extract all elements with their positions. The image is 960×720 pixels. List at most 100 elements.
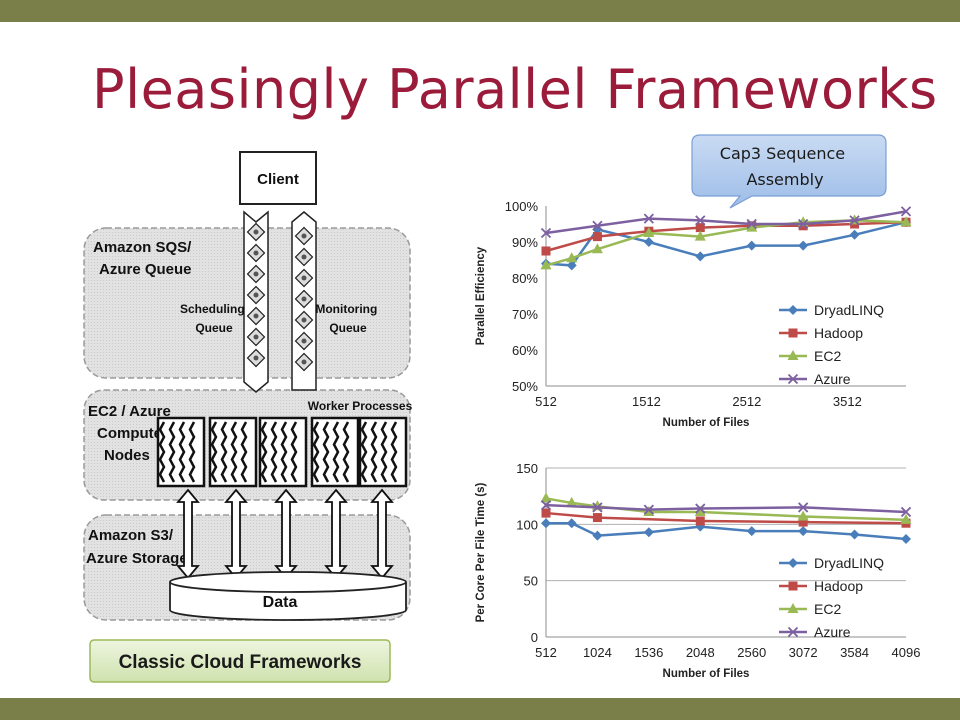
data-point-marker — [566, 496, 578, 507]
legend-label: EC2 — [814, 348, 841, 364]
data-point-marker — [540, 259, 552, 270]
x-tick-label: 512 — [535, 645, 557, 660]
data-point-marker — [798, 218, 809, 230]
legend: DryadLINQ Hadoop EC2 Azure — [779, 555, 884, 640]
y-tick-label: 100% — [505, 199, 539, 214]
data-point-marker — [787, 350, 799, 360]
y-tick-label: 50 — [524, 574, 538, 589]
data-point-marker — [592, 220, 603, 231]
y-tick-label: 150 — [516, 461, 538, 476]
data-point-marker — [787, 373, 799, 385]
y-tick-label: 70% — [512, 307, 538, 322]
worker-node — [208, 416, 258, 488]
chart-per-core-time: 0 50 100 150 512 1024 1536 2048 2560 3072 3584 4096… — [475, 461, 920, 680]
data-point-marker — [643, 527, 654, 538]
queue-message-dot — [253, 313, 259, 319]
data-point-marker — [592, 513, 602, 523]
legend-label: EC2 — [814, 601, 841, 617]
worker-process-wave — [280, 421, 288, 483]
series-azure — [540, 500, 912, 518]
legend-label: Azure — [814, 624, 851, 640]
worker-node — [310, 416, 360, 488]
series-azure — [540, 206, 912, 239]
queue-message-dot — [253, 334, 259, 340]
data-point-marker — [695, 516, 705, 526]
callout: Cap3 Sequence Assembly — [691, 134, 887, 209]
data-point-marker — [541, 518, 551, 529]
data-point-marker — [787, 626, 799, 638]
queue-message-dot — [301, 254, 307, 260]
client-box — [239, 151, 317, 205]
data-point-marker — [798, 517, 808, 527]
data-point-marker — [592, 530, 603, 541]
data-point-marker — [901, 533, 911, 544]
architecture-diagram: Amazon SQS/ Azure Queue EC2 / Azure Comp… — [83, 151, 413, 683]
data-point-marker — [798, 240, 809, 251]
x-tick-label: 2512 — [732, 394, 761, 409]
data-cylinder: Data — [169, 571, 407, 621]
worker-process-wave — [158, 421, 166, 483]
data-point-marker — [788, 305, 798, 315]
x-tick-label: 3512 — [833, 394, 862, 409]
top-band — [0, 0, 960, 22]
monitoring-queue — [291, 211, 317, 391]
compute-region-label: EC2 / Azure Compute Nodes — [88, 403, 175, 464]
queue-message-dot — [301, 338, 307, 344]
data-point-marker — [591, 243, 603, 254]
worker-process-wave — [342, 421, 350, 483]
worker-process-wave — [168, 421, 176, 483]
y-tick-label: 0 — [531, 630, 538, 645]
data-point-marker — [541, 508, 551, 518]
worker-process-wave — [332, 421, 340, 483]
data-point-marker — [643, 237, 654, 247]
queue-message-dot — [301, 233, 307, 239]
queue-message-dot — [253, 271, 259, 277]
y-tick-label: 90% — [512, 235, 538, 250]
data-point-marker — [566, 518, 577, 529]
series-dryadlinq — [541, 518, 911, 544]
data-point-marker — [849, 229, 860, 240]
data-point-marker — [849, 215, 860, 226]
data-point-marker — [540, 500, 552, 511]
queue-message-dot — [301, 359, 307, 365]
legend-label: Azure — [814, 371, 851, 387]
worker-processes-label: Worker Processes — [308, 399, 413, 413]
data-point-marker — [746, 526, 757, 537]
worker-process-wave — [370, 421, 378, 483]
data-point-marker — [788, 581, 798, 591]
worker-process-wave — [210, 421, 218, 483]
worker-process-wave — [290, 421, 298, 483]
worker-process-wave — [322, 421, 330, 483]
y-tick-label: 80% — [512, 271, 538, 286]
x-axis-title: Number of Files — [663, 417, 750, 429]
series-line — [545, 503, 907, 514]
x-tick-label: 4096 — [892, 645, 921, 660]
data-point-marker — [695, 215, 706, 226]
data-point-marker — [746, 240, 757, 251]
worker-process-wave — [270, 421, 278, 483]
data-point-marker — [798, 526, 809, 537]
x-tick-label: 512 — [535, 394, 557, 409]
legend-label: Hadoop — [814, 325, 863, 341]
legend: DryadLINQ Hadoop EC2 Azure — [779, 302, 884, 387]
slide-title: Pleasingly Parallel Frameworks — [92, 58, 938, 121]
data-point-marker — [592, 502, 603, 513]
data-point-marker — [643, 213, 654, 224]
worker-process-wave — [260, 421, 268, 483]
queue-region-label: Amazon SQS/ Azure Queue — [93, 239, 196, 278]
client-label: Client — [257, 171, 299, 188]
bottom-band — [0, 698, 960, 720]
y-axis-title: Parallel Efficiency — [475, 246, 487, 345]
y-tick-label: 100 — [516, 517, 538, 532]
callout-text: Cap3 Sequence Assembly — [720, 144, 850, 189]
storage-region-label: Amazon S3/ Azure Storage — [86, 527, 188, 567]
scheduling-queue-label: Scheduling Queue — [180, 302, 248, 335]
worker-process-wave — [178, 421, 186, 483]
queue-message-dot — [253, 229, 259, 235]
x-tick-label: 3584 — [840, 645, 869, 660]
scheduling-queue — [243, 210, 269, 393]
series-line — [545, 220, 907, 253]
data-point-marker — [695, 503, 706, 514]
queue-message-dot — [301, 275, 307, 281]
